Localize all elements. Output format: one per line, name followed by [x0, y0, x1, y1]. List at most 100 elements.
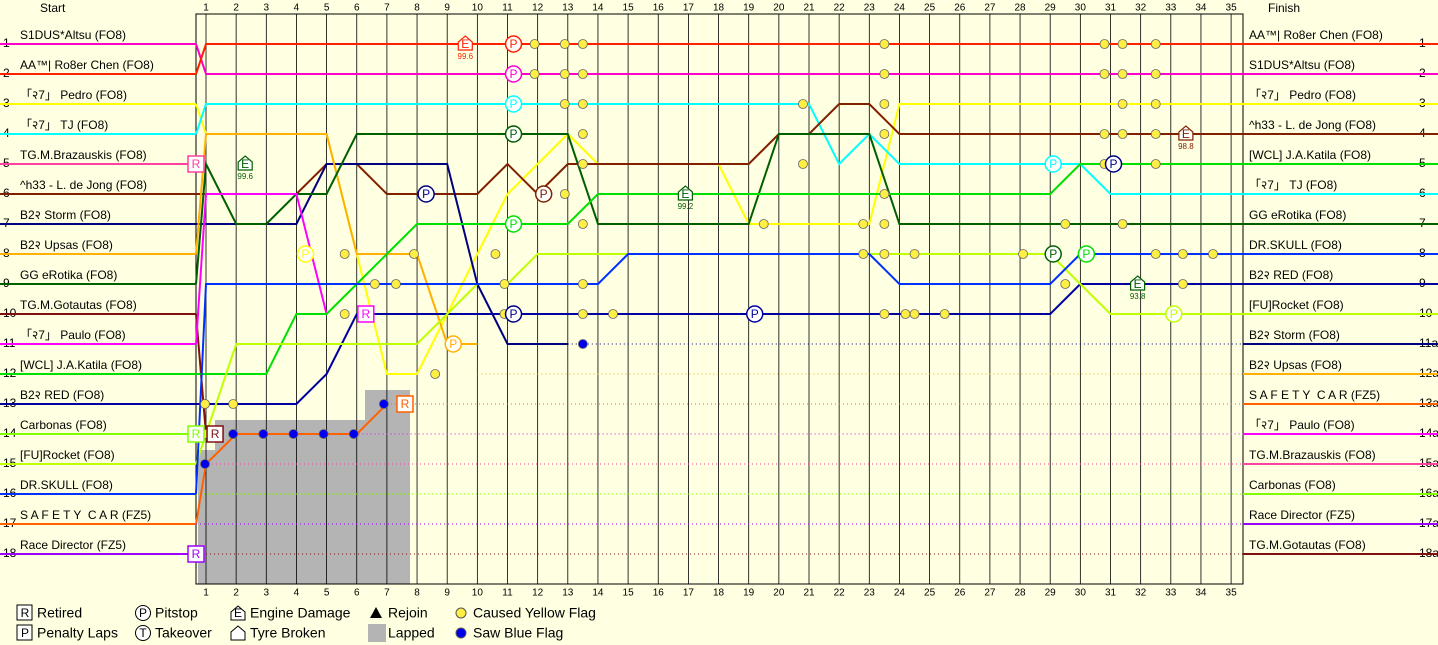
yellow-flag	[879, 99, 890, 109]
yellow-flag	[608, 309, 618, 319]
legend-label: Penalty Laps	[37, 625, 118, 641]
pitstop-icon	[1165, 305, 1183, 323]
lap-label-bottom: 16	[653, 588, 665, 599]
yellow-flag	[879, 189, 890, 199]
finish-driver-name: TG.M.Brazauskis (FO8)	[1249, 448, 1376, 462]
legend-icon-letter: P	[139, 606, 147, 620]
yellow-flag	[1117, 99, 1128, 109]
lap-label-top: 11	[502, 3, 513, 14]
legend-item: Caused Yellow Flag	[455, 605, 596, 621]
event-note: 99.2	[678, 202, 694, 211]
event-letter: P	[510, 127, 518, 141]
start-driver-name: [FU]Rocket (FO8)	[20, 448, 115, 462]
start-driver-name: AA™| Ro8er Chen (FO8)	[20, 58, 154, 72]
lap-label-top: 12	[532, 3, 544, 14]
legend-icon-letter: P	[21, 626, 29, 640]
legend-icon	[455, 627, 467, 639]
engine-icon	[237, 155, 253, 171]
event-icon: P	[504, 95, 523, 113]
yellow-flag	[1150, 39, 1161, 49]
lap-label-bottom: 34	[1195, 588, 1207, 599]
yellow-flag	[1018, 249, 1028, 259]
retired-icon	[187, 545, 205, 563]
yellow-flag	[529, 39, 540, 49]
legend-item: T Takeover	[135, 625, 212, 641]
lapped-block	[215, 420, 365, 584]
event-letter: P	[510, 97, 518, 111]
finish-title: Finish	[1268, 1, 1300, 15]
legend-icon	[135, 605, 151, 621]
yellow-flag	[200, 399, 210, 409]
lap-label-bottom: 9	[444, 588, 450, 599]
lap-label-bottom: 28	[1014, 588, 1026, 599]
lap-label-bottom: 26	[954, 588, 966, 599]
start-driver-name: S A F E T Y C A R (FZ5)	[20, 508, 151, 522]
lap-label-top: 15	[623, 3, 635, 14]
pitstop-icon	[444, 335, 462, 353]
event-letter: P	[1082, 247, 1090, 261]
blue-flag	[348, 429, 359, 439]
lap-label-bottom: 12	[532, 588, 544, 599]
lap-label-top: 13	[562, 3, 574, 14]
lap-label-top: 2	[233, 3, 239, 14]
blue-flag	[378, 399, 389, 409]
yellow-flag	[577, 219, 588, 229]
legend-label: Pitstop	[155, 605, 198, 621]
legend-item: E Engine Damage	[230, 605, 351, 621]
yellow-flag	[1150, 159, 1161, 169]
start-driver-name: [WCL] J.A.Katila (FO8)	[20, 358, 142, 372]
lap-label-top: 26	[954, 3, 966, 14]
lap-label-top: 1	[203, 3, 209, 14]
legend-label: Rejoin	[388, 605, 428, 621]
legend-label: Saw Blue Flag	[473, 625, 563, 641]
blue-flag	[577, 339, 588, 349]
pitstop-icon	[504, 215, 523, 233]
lap-label-bottom: 7	[384, 588, 390, 599]
lap-label-top: 18	[713, 3, 725, 14]
event-letter: R	[361, 307, 370, 321]
yellow-flag	[577, 99, 588, 109]
driver-line	[195, 133, 1232, 285]
lap-label-bottom: 20	[773, 588, 785, 599]
yellow-flag	[409, 249, 419, 259]
finish-driver-name: 「२7」 Paulo (FO8)	[1249, 418, 1355, 432]
driver-line	[196, 163, 1232, 375]
yellow-flag	[939, 309, 950, 319]
yellow-flag	[559, 69, 570, 79]
finish-driver-name: Race Director (FZ5)	[1249, 508, 1355, 522]
pitstop-icon	[534, 185, 553, 203]
plot-border	[195, 13, 1244, 585]
pitstop-icon	[745, 305, 764, 323]
legend-item: R Retired	[16, 604, 82, 621]
lap-label-top: 6	[354, 3, 360, 14]
legend-icon	[368, 624, 386, 642]
yellow-flag	[339, 309, 350, 319]
yellow-flag	[909, 309, 920, 319]
retired-icon	[187, 155, 205, 173]
yellow-flag	[1177, 249, 1188, 259]
legend-item: Rejoin	[370, 605, 428, 621]
yellow-flag	[879, 69, 890, 79]
start-driver-name: DR.SKULL (FO8)	[20, 478, 113, 492]
yellow-flag	[909, 249, 920, 259]
yellow-flag	[1150, 249, 1161, 259]
lap-label-bottom: 32	[1135, 588, 1147, 599]
lap-label-bottom: 22	[834, 588, 846, 599]
lap-label-bottom: 29	[1045, 588, 1057, 599]
finish-driver-name: S1DUS*Altsu (FO8)	[1249, 58, 1355, 72]
lap-label-bottom: 17	[683, 588, 695, 599]
event-icon: E98.8	[1178, 125, 1194, 151]
pitstop-icon	[504, 125, 523, 143]
event-icon: P	[504, 305, 523, 323]
blue-flag	[200, 459, 210, 469]
yellow-flag	[577, 69, 588, 79]
yellow-flag	[577, 279, 588, 289]
blue-flag	[288, 429, 299, 439]
finish-driver-name: 「२7」 TJ (FO8)	[1249, 178, 1337, 192]
event-letter: E	[1182, 127, 1190, 141]
event-letter: P	[510, 217, 518, 231]
legend-label: Engine Damage	[250, 605, 351, 621]
yellow-flag	[1117, 69, 1128, 79]
yellow-flag	[577, 129, 588, 139]
engine-icon	[677, 185, 693, 201]
